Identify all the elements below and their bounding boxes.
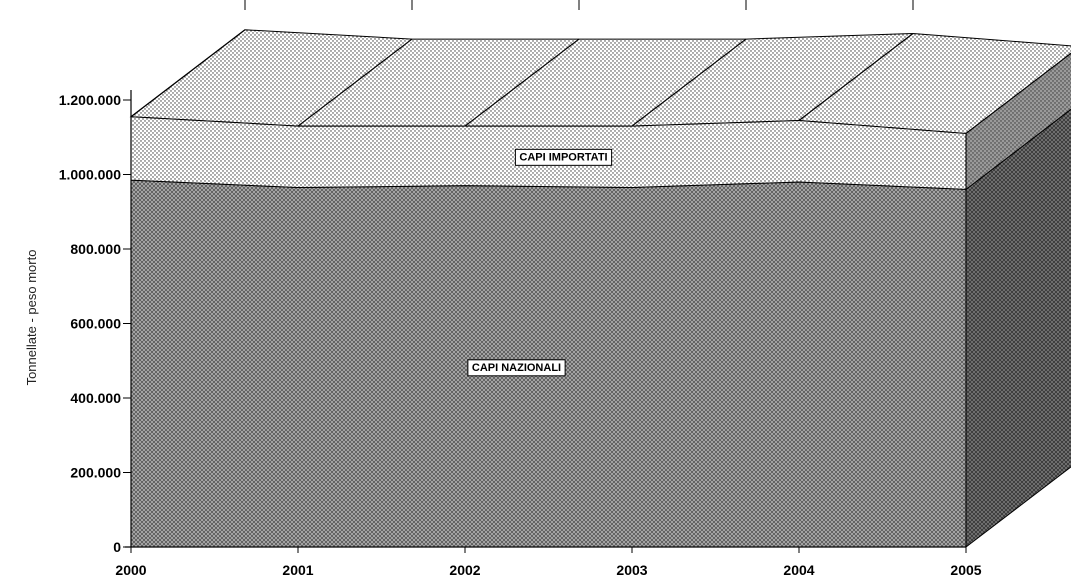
series-label-capi-nazionali: CAPI NAZIONALI: [467, 359, 566, 377]
x-tick-label: 2004: [783, 562, 814, 578]
y-tick-label: 800.000: [70, 241, 121, 257]
depth-edge: [464, 38, 580, 127]
side-face-capi-nazionali: [965, 108, 1071, 549]
depth-edge: [130, 29, 246, 118]
depth-edge: [798, 33, 914, 121]
x-tick-label: 2000: [115, 562, 146, 578]
x-tick-label: 2005: [950, 562, 981, 578]
x-tick-label: 2001: [282, 562, 313, 578]
series-label-capi-importati: CAPI IMPORTATI: [514, 148, 613, 166]
side-face-capi-importati: [965, 52, 1071, 191]
x-tick-label: 2003: [616, 562, 647, 578]
y-tick-label: 0: [113, 539, 121, 555]
front-faces: [130, 116, 967, 548]
series-name-capi-nazionali: CAPI NAZIONALI: [472, 362, 561, 374]
axes: 0 200.000 400.000 600.000 800.000 1.000.000 1.…: [59, 90, 982, 578]
y-tick-label: 400.000: [70, 390, 121, 406]
top-surface: [129, 29, 1071, 135]
x-tick-label: 2002: [449, 562, 480, 578]
top-surface-capi-importati: [129, 29, 1071, 135]
depth-edge: [631, 38, 747, 127]
y-tick-label: 200.000: [70, 465, 121, 481]
y-tick-label: 600.000: [70, 316, 121, 332]
depth-edge: [297, 38, 413, 127]
side-face: [965, 52, 1071, 549]
series-name-capi-importati: CAPI IMPORTATI: [519, 151, 607, 163]
y-axis-label: Tonnellate - peso morto: [24, 250, 39, 386]
y-tick-label: 1.200.000: [59, 92, 121, 108]
back-wall: [244, 0, 914, 10]
y-tick-label: 1.000.000: [59, 167, 121, 183]
